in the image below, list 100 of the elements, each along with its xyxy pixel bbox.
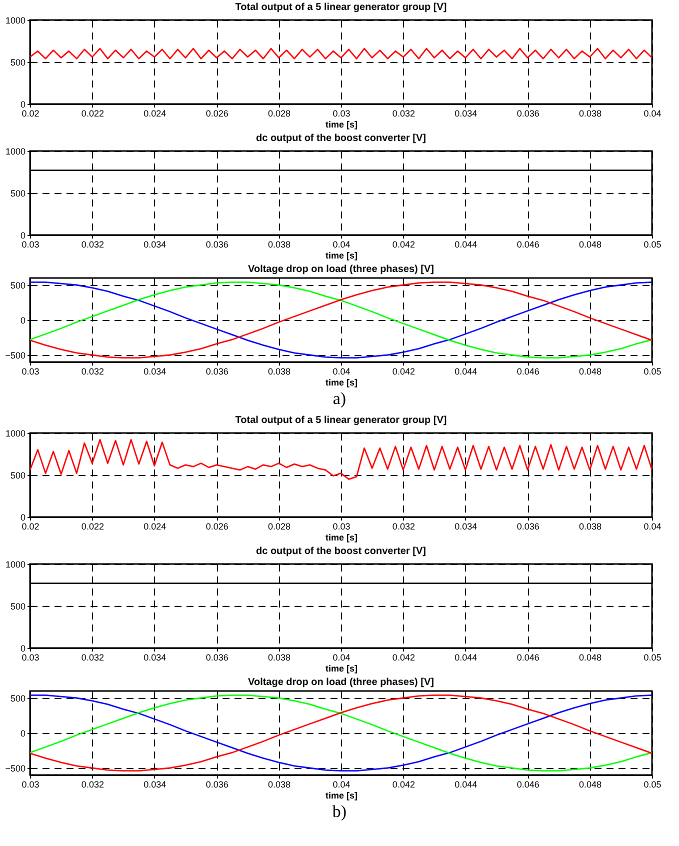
x-tick-label: 0.036 (206, 366, 228, 376)
x-tick-label: 0.038 (268, 366, 291, 376)
y-tick-label: 500 (10, 188, 26, 198)
y-tick-label: 1000 (5, 428, 26, 438)
x-tick-label: 0.046 (516, 240, 540, 250)
y-tick-label: 0 (20, 728, 26, 738)
x-tick-label: 0.038 (268, 652, 291, 662)
x-axis-title: time [s] (325, 120, 358, 130)
chart-title: Total output of a 5 linear generator group [V] (235, 415, 447, 426)
x-tick-label: 0.038 (268, 780, 291, 790)
x-tick-label: 0.05 (644, 366, 662, 376)
x-tick-label: 0.032 (81, 240, 104, 250)
x-axis-title: time [s] (325, 378, 358, 388)
chart-title: Voltage drop on load (three phases) [V] (248, 264, 434, 275)
x-tick-label: 0.03 (22, 240, 40, 250)
x-tick-label: 0.05 (644, 240, 662, 250)
x-tick-label: 0.04 (332, 240, 350, 250)
line-series (30, 282, 652, 358)
x-tick-label: 0.04 (332, 366, 350, 376)
x-tick-label: 0.048 (579, 240, 602, 250)
y-tick-label: 1000 (5, 560, 26, 570)
x-tick-label: 0.034 (454, 522, 478, 532)
x-tick-label: 0.048 (579, 652, 602, 662)
x-tick-label: 0.042 (392, 780, 415, 790)
x-tick-label: 0.038 (579, 108, 602, 118)
x-axis-title: time [s] (325, 664, 358, 674)
x-tick-label: 0.044 (454, 780, 478, 790)
x-tick-label: 0.04 (332, 652, 350, 662)
x-tick-label: 0.036 (206, 780, 228, 790)
y-tick-label: 500 (10, 694, 26, 704)
x-tick-label: 0.028 (268, 108, 291, 118)
x-tick-label: 0.036 (516, 108, 540, 118)
x-tick-label: 0.034 (144, 366, 166, 376)
line-series (30, 694, 652, 772)
x-tick-label: 0.04 (644, 108, 662, 118)
y-tick-label: 0 (20, 644, 26, 654)
x-axis-title: time [s] (325, 532, 358, 542)
x-tick-label: 0.042 (392, 240, 415, 250)
x-tick-label: 0.032 (392, 522, 415, 532)
y-tick-label: 0 (20, 230, 26, 240)
x-tick-label: 0.036 (206, 652, 228, 662)
chart-title: dc output of the boost converter [V] (256, 133, 426, 144)
x-tick-label: 0.02 (22, 108, 40, 118)
text: b) (331, 802, 348, 822)
x-tick-label: 0.034 (454, 108, 478, 118)
x-tick-label: 0.022 (81, 522, 104, 532)
x-tick-label: 0.038 (268, 240, 291, 250)
x-axis-title: time [s] (325, 250, 358, 260)
x-tick-label: 0.02 (22, 522, 40, 532)
x-tick-label: 0.028 (268, 522, 291, 532)
x-tick-label: 0.044 (454, 652, 478, 662)
x-tick-label: 0.03 (332, 522, 350, 532)
x-tick-label: 0.036 (516, 522, 540, 532)
x-tick-label: 0.024 (144, 108, 166, 118)
y-tick-label: 0 (20, 316, 26, 326)
x-tick-label: 0.048 (579, 366, 602, 376)
x-tick-label: 0.024 (144, 522, 166, 532)
y-tick-label: 500 (10, 280, 26, 290)
chart-title: dc output of the boost converter [V] (256, 546, 426, 557)
x-tick-label: 0.032 (392, 108, 415, 118)
x-tick-label: 0.048 (579, 780, 602, 790)
x-tick-label: 0.038 (579, 522, 602, 532)
x-tick-label: 0.036 (206, 240, 228, 250)
x-tick-label: 0.05 (644, 652, 662, 662)
x-tick-label: 0.042 (392, 652, 415, 662)
x-tick-label: 0.03 (22, 652, 40, 662)
x-tick-label: 0.05 (644, 780, 662, 790)
text: a) (332, 389, 348, 409)
y-tick-label: 500 (10, 470, 26, 480)
x-tick-label: 0.032 (81, 652, 104, 662)
line-series (30, 439, 652, 480)
y-tick-label: 0 (20, 100, 26, 110)
x-tick-label: 0.046 (516, 652, 540, 662)
x-tick-label: 0.046 (516, 780, 540, 790)
y-tick-label: 500 (10, 58, 26, 68)
x-tick-label: 0.032 (81, 366, 104, 376)
x-tick-label: 0.034 (144, 240, 166, 250)
x-tick-label: 0.04 (644, 522, 662, 532)
x-tick-label: 0.042 (392, 366, 415, 376)
y-tick-label: −500 (5, 764, 26, 774)
x-tick-label: 0.034 (144, 652, 166, 662)
y-tick-label: 1000 (5, 16, 26, 26)
x-tick-label: 0.03 (22, 366, 40, 376)
x-tick-label: 0.032 (81, 780, 104, 790)
line-series (30, 48, 652, 60)
y-tick-label: 1000 (5, 146, 26, 156)
x-tick-label: 0.03 (332, 108, 350, 118)
x-axis-title: time [s] (325, 790, 358, 800)
x-tick-label: 0.022 (81, 108, 104, 118)
x-tick-label: 0.034 (144, 780, 166, 790)
y-tick-label: 0 (20, 512, 26, 522)
x-tick-label: 0.044 (454, 366, 478, 376)
x-tick-label: 0.04 (332, 780, 350, 790)
x-tick-label: 0.046 (516, 366, 540, 376)
x-tick-label: 0.03 (22, 780, 40, 790)
y-tick-label: 500 (10, 602, 26, 612)
x-tick-label: 0.026 (206, 522, 228, 532)
x-tick-label: 0.044 (454, 240, 478, 250)
y-tick-label: −500 (5, 350, 26, 360)
x-tick-label: 0.026 (206, 108, 228, 118)
